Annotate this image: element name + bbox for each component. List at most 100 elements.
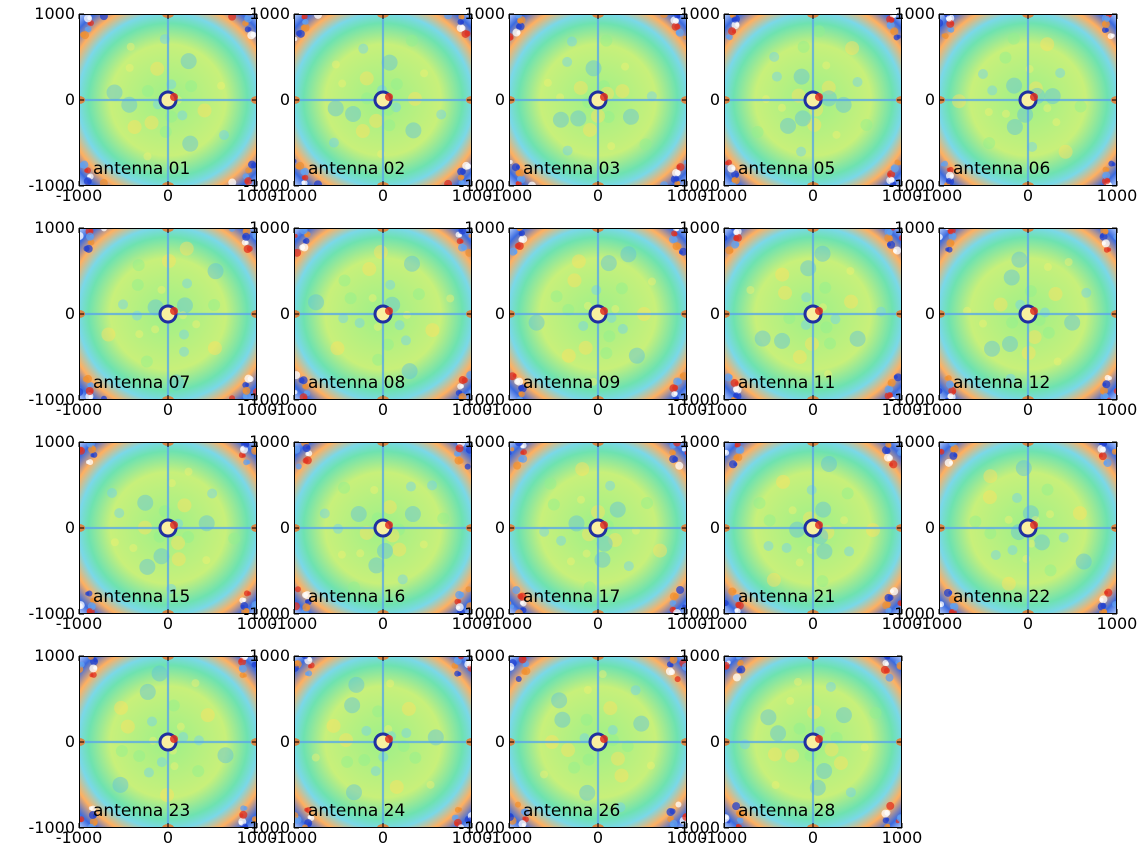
x-tick-label: -1000 bbox=[485, 400, 533, 419]
dish-texture bbox=[544, 477, 557, 490]
corner-noise bbox=[733, 392, 740, 399]
dish-texture bbox=[202, 556, 211, 565]
corner-noise bbox=[671, 450, 676, 455]
dish-texture bbox=[623, 561, 634, 572]
dish-texture bbox=[754, 330, 771, 347]
y-tick-label: -1000 bbox=[673, 390, 721, 409]
dish-texture bbox=[766, 572, 781, 587]
dish-texture bbox=[157, 285, 166, 294]
corner-noise bbox=[80, 31, 87, 38]
corner-noise bbox=[682, 604, 687, 609]
dish-texture bbox=[562, 56, 573, 67]
dish-texture bbox=[611, 305, 620, 314]
dish-texture bbox=[615, 282, 628, 295]
corner-noise bbox=[732, 802, 741, 811]
dish-texture bbox=[774, 332, 791, 349]
dish-texture bbox=[561, 348, 576, 363]
dish-texture bbox=[770, 725, 787, 742]
corner-noise bbox=[1107, 247, 1112, 252]
dish-texture bbox=[607, 725, 618, 736]
dish-texture bbox=[1001, 109, 1010, 118]
dish-texture bbox=[823, 370, 832, 379]
dish-texture bbox=[820, 90, 837, 107]
x-tick-label: 1000 bbox=[881, 828, 923, 847]
dish-texture bbox=[126, 42, 135, 51]
corner-noise bbox=[520, 808, 527, 815]
x-tick-label: 1000 bbox=[236, 828, 278, 847]
corner-noise bbox=[454, 664, 459, 669]
dish-texture bbox=[610, 751, 625, 766]
corner-noise bbox=[671, 236, 678, 243]
dish-texture bbox=[179, 346, 190, 357]
corner-noise bbox=[512, 28, 521, 37]
corner-noise bbox=[681, 662, 687, 671]
central-hotspot bbox=[815, 735, 823, 743]
dish-texture bbox=[178, 732, 189, 743]
dish-texture bbox=[788, 506, 797, 515]
dish-texture bbox=[217, 81, 226, 90]
corner-noise bbox=[514, 801, 521, 808]
y-tick-label: 1000 bbox=[34, 218, 75, 237]
dish-texture bbox=[763, 540, 774, 551]
corner-noise bbox=[724, 814, 730, 823]
dish-texture bbox=[401, 728, 412, 739]
y-tick-label: 1000 bbox=[894, 218, 935, 237]
corner-noise bbox=[886, 801, 895, 810]
corner-noise bbox=[304, 599, 309, 604]
corner-noise bbox=[731, 21, 740, 30]
dish-texture bbox=[573, 80, 588, 95]
corner-noise bbox=[511, 163, 520, 172]
corner-noise bbox=[884, 601, 891, 608]
corner-noise bbox=[304, 671, 309, 676]
dish-texture bbox=[987, 85, 998, 96]
dish-texture bbox=[794, 110, 811, 127]
dish-texture bbox=[359, 525, 374, 540]
antenna-label: antenna 15 bbox=[93, 587, 191, 607]
corner-noise bbox=[673, 442, 682, 447]
dish-texture bbox=[578, 340, 593, 355]
dish-texture bbox=[977, 69, 988, 79]
corner-noise bbox=[83, 14, 92, 23]
y-tick-label: 0 bbox=[279, 304, 290, 323]
y-tick-label: 1000 bbox=[464, 218, 505, 237]
corner-noise bbox=[239, 810, 248, 819]
dish-texture bbox=[844, 294, 859, 309]
y-tick-label: -1000 bbox=[458, 604, 506, 623]
corner-noise bbox=[509, 32, 514, 41]
antenna-panel: 1000 0 -1000 -1000 0 1000 antenna 22 bbox=[889, 434, 1138, 632]
antenna-label: antenna 07 bbox=[93, 373, 191, 393]
corner-noise bbox=[885, 673, 894, 682]
central-hotspot bbox=[170, 307, 178, 315]
dish-texture bbox=[648, 277, 657, 286]
dish-texture bbox=[192, 320, 201, 329]
dish-texture bbox=[350, 506, 367, 522]
central-hotspot bbox=[600, 521, 608, 529]
corner-noise bbox=[724, 449, 728, 454]
corner-noise bbox=[731, 240, 740, 249]
dish-texture bbox=[338, 313, 349, 324]
antenna-label: antenna 05 bbox=[738, 159, 836, 179]
corner-noise bbox=[725, 246, 734, 255]
corner-noise bbox=[461, 377, 468, 384]
antenna-panel: 1000 0 -1000 -1000 0 1000 antenna 01 bbox=[29, 6, 278, 204]
x-tick-label: 0 bbox=[592, 828, 604, 847]
dish-texture bbox=[401, 363, 418, 380]
corner-noise bbox=[301, 180, 306, 185]
dish-texture bbox=[150, 61, 165, 76]
corner-noise bbox=[247, 375, 254, 382]
corner-noise bbox=[302, 457, 309, 464]
corner-noise bbox=[458, 228, 467, 235]
corner-noise bbox=[509, 247, 518, 256]
dish-texture bbox=[1072, 506, 1087, 521]
dish-texture bbox=[356, 549, 365, 558]
dish-texture bbox=[344, 292, 357, 305]
corner-noise bbox=[457, 599, 462, 604]
heatmap-plot bbox=[723, 655, 903, 829]
corner-noise bbox=[939, 603, 943, 608]
dish-texture bbox=[341, 755, 354, 768]
x-tick-label: -1000 bbox=[700, 614, 748, 633]
corner-noise bbox=[886, 454, 893, 461]
corner-noise bbox=[733, 229, 740, 236]
corner-noise bbox=[457, 672, 462, 677]
corner-noise bbox=[294, 602, 300, 611]
